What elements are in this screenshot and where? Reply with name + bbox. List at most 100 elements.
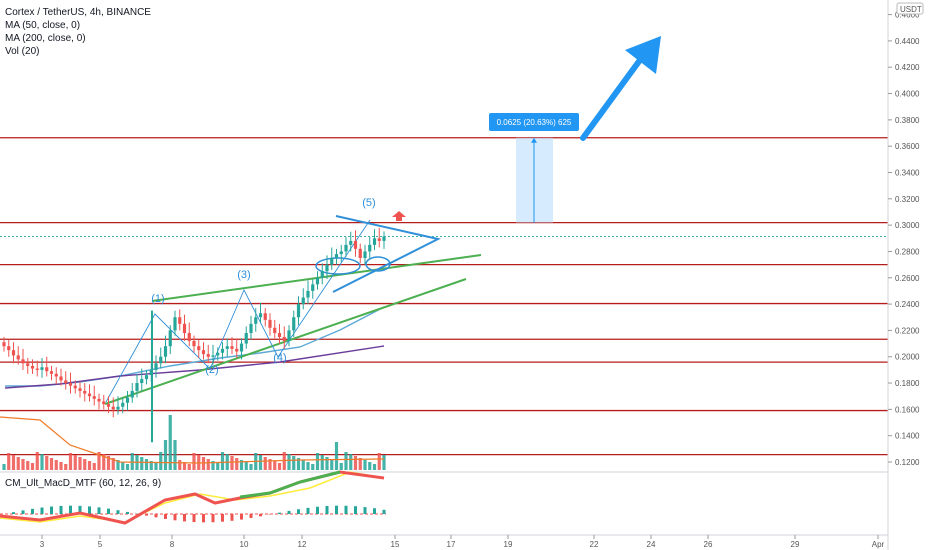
candle-body bbox=[163, 346, 168, 357]
macd-hist-bar bbox=[287, 510, 291, 514]
pennant-triangle bbox=[332, 215, 441, 293]
candle-body bbox=[54, 373, 58, 377]
volume-bar bbox=[182, 462, 187, 470]
candle-body bbox=[140, 379, 144, 384]
macd-hist-bar bbox=[278, 512, 281, 514]
macd-hist-bar bbox=[211, 514, 215, 523]
candle-body bbox=[40, 367, 44, 370]
y-tick-label: 0.3800 bbox=[895, 116, 920, 125]
candle-body bbox=[187, 333, 191, 341]
candle-body bbox=[2, 342, 6, 347]
macd-hist-bar bbox=[59, 505, 63, 514]
volume-bar bbox=[263, 457, 267, 470]
y-tick-label: 0.3400 bbox=[895, 168, 920, 177]
volume-bar bbox=[144, 459, 149, 470]
candle-body bbox=[116, 406, 120, 410]
candle-body bbox=[358, 248, 362, 259]
candle-body bbox=[26, 363, 30, 366]
candle-body bbox=[11, 350, 16, 356]
chart-drawings: (1) (2) (3) (4) (5) 0.0625 (20.63%) 625 bbox=[4, 36, 661, 405]
macd-hist-bar bbox=[40, 507, 44, 514]
y-tick-label: 0.3000 bbox=[895, 221, 920, 230]
volume-bar bbox=[287, 454, 291, 470]
y-tick-label: 0.4400 bbox=[895, 37, 920, 46]
x-tick-label: 5 bbox=[98, 540, 103, 549]
candle-body bbox=[182, 323, 187, 334]
volume-bar bbox=[178, 460, 182, 470]
candle-body bbox=[363, 251, 367, 259]
candle-body bbox=[268, 319, 272, 328]
volume-bar bbox=[73, 455, 77, 470]
macd-hist-bar bbox=[382, 509, 386, 514]
macd-hist-bar bbox=[373, 508, 376, 514]
candle-body bbox=[249, 323, 253, 334]
macd-hist-bar bbox=[230, 514, 234, 521]
volume-bar bbox=[83, 459, 87, 470]
volume-bar bbox=[216, 463, 220, 470]
candle-body bbox=[87, 393, 92, 397]
volume-bar bbox=[372, 464, 377, 470]
y-tick-label: 0.4600 bbox=[895, 11, 920, 20]
volume-bar bbox=[230, 456, 234, 470]
volume-bar bbox=[45, 456, 49, 470]
volume-bar bbox=[377, 453, 381, 470]
volume-bar bbox=[97, 452, 101, 470]
volume-bar bbox=[121, 462, 125, 470]
macd-hist-bar bbox=[268, 514, 272, 515]
candle-body bbox=[325, 264, 329, 272]
pennant-circle-right bbox=[365, 256, 391, 272]
macd-hist-bar bbox=[145, 514, 148, 516]
volume-bar bbox=[2, 464, 6, 470]
candle-body bbox=[197, 346, 201, 351]
candle-body bbox=[230, 346, 234, 349]
candle-body bbox=[206, 354, 210, 357]
candle-body bbox=[372, 238, 377, 245]
macd-hist-bar bbox=[259, 514, 262, 517]
volume-bar bbox=[106, 456, 111, 470]
volume-bar bbox=[54, 460, 58, 470]
lower-trendline bbox=[104, 278, 467, 405]
ma50-label: MA (50, close, 0) bbox=[5, 20, 81, 31]
wave-label: (5) bbox=[362, 197, 375, 209]
candle-body bbox=[83, 390, 87, 394]
candle-body bbox=[97, 398, 101, 402]
candle-body bbox=[92, 396, 96, 399]
volume-bar bbox=[163, 440, 168, 470]
y-tick-label: 0.3200 bbox=[895, 195, 920, 204]
macd-hist-bar bbox=[316, 506, 319, 514]
candle-body bbox=[296, 304, 301, 318]
candle-body bbox=[277, 333, 282, 337]
macd-hist-bar bbox=[325, 506, 329, 514]
currency-badge bbox=[896, 2, 924, 15]
candle-body bbox=[7, 346, 11, 351]
price-axis: 0.4600 0.4400 0.4200 0.4000 0.3800 0.3600 0.34… bbox=[887, 0, 932, 550]
volume-bar bbox=[116, 460, 120, 470]
candle-body bbox=[192, 340, 196, 347]
candle-body bbox=[154, 363, 158, 370]
macd-hist-bar bbox=[31, 508, 34, 514]
volume-bar bbox=[201, 457, 206, 470]
measure-label-bg bbox=[489, 113, 579, 131]
candle-body bbox=[111, 406, 115, 410]
candle-body bbox=[282, 336, 286, 341]
volume-bar bbox=[154, 463, 158, 470]
volume-bar bbox=[334, 442, 339, 470]
price-axis-bg bbox=[888, 0, 932, 550]
y-tick-label: 0.2800 bbox=[895, 247, 920, 256]
x-tick-label: 22 bbox=[590, 540, 599, 549]
macd-signal-line bbox=[0, 471, 385, 523]
candle-body bbox=[377, 238, 381, 241]
volume-bar bbox=[344, 452, 348, 470]
measure-arrow-head bbox=[531, 137, 537, 143]
chart-grid bbox=[0, 471, 932, 536]
volume-bar bbox=[59, 462, 63, 470]
volume-bar bbox=[173, 440, 177, 470]
y-tick-label: 0.1200 bbox=[895, 458, 920, 467]
candle-body bbox=[235, 348, 239, 352]
macd-line-up-segment bbox=[239, 470, 341, 499]
candle-body bbox=[334, 254, 339, 259]
volume-bar bbox=[159, 452, 163, 470]
volume-bar bbox=[140, 457, 144, 470]
wave-label: (3) bbox=[237, 269, 250, 281]
